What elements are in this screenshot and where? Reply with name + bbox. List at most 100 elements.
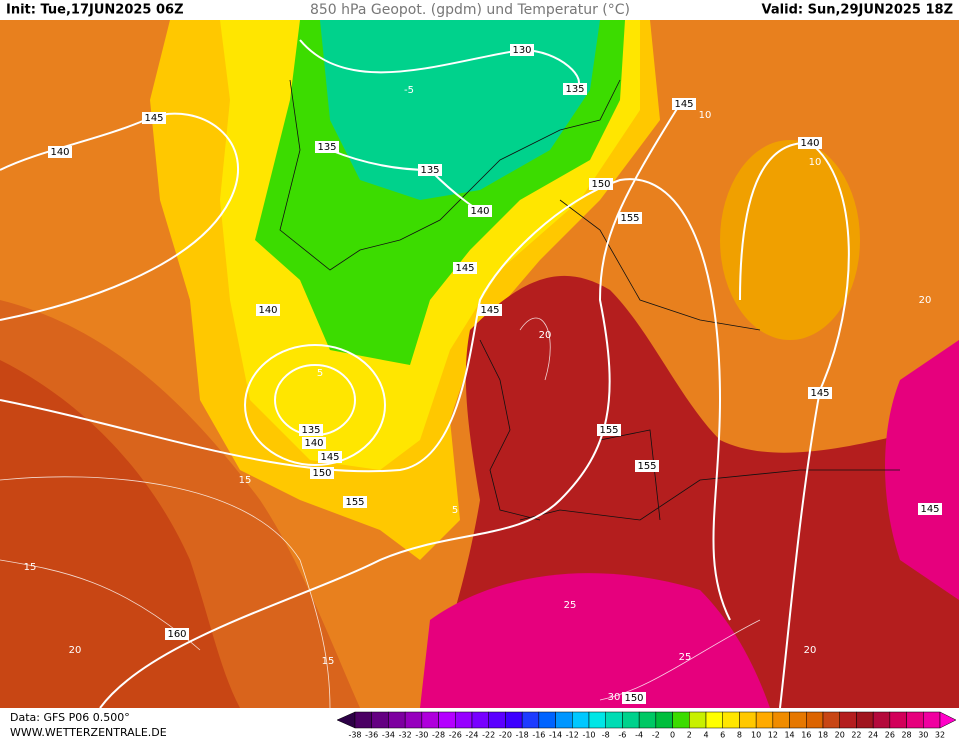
init-time: Init: Tue,17JUN2025 06Z <box>6 3 184 18</box>
scale-label: 32 <box>935 731 945 740</box>
scale-swatch <box>388 711 406 729</box>
scale-swatch <box>705 711 723 729</box>
label-box <box>563 83 587 95</box>
scale-swatch <box>404 711 423 729</box>
temperature-label: 30 <box>608 692 621 703</box>
map <box>0 20 959 709</box>
scale-swatch <box>906 711 924 729</box>
geopotential-label: 155 <box>620 213 639 224</box>
scale-label: -20 <box>499 731 512 740</box>
label-box <box>468 205 492 217</box>
geopotential-label: 160 <box>167 629 186 640</box>
label-box <box>798 137 822 149</box>
temperature-label: 10 <box>809 157 822 168</box>
scale-swatch <box>471 711 489 729</box>
scale-label: -22 <box>482 731 495 740</box>
scale-label: 30 <box>918 731 928 740</box>
label-box <box>315 141 339 153</box>
scale-label: -12 <box>566 731 579 740</box>
scale-label: -10 <box>582 731 595 740</box>
scale-swatch <box>605 711 623 729</box>
geopotential-contour <box>0 112 239 321</box>
scale-label: -24 <box>465 731 478 740</box>
scale-swatch <box>438 711 456 729</box>
scale-label: 26 <box>885 731 895 740</box>
geopotential-label: 145 <box>810 388 829 399</box>
scale-label: -38 <box>348 731 361 740</box>
label-box <box>597 424 621 436</box>
geopotential-label: 130 <box>512 45 531 56</box>
scale-label: 14 <box>784 731 794 740</box>
scale-swatch <box>538 711 556 729</box>
scale-swatch <box>622 711 640 729</box>
scale-swatch <box>505 711 523 729</box>
scale-label: 12 <box>768 731 778 740</box>
temperature-label: 15 <box>24 562 37 573</box>
scale-swatch <box>856 711 874 729</box>
valid-time: Valid: Sun,29JUN2025 18Z <box>762 3 953 18</box>
scale-swatch <box>572 711 590 729</box>
label-box <box>672 98 696 110</box>
label-box <box>343 496 367 508</box>
geopotential-label: 145 <box>480 305 499 316</box>
geopotential-label: 145 <box>320 452 339 463</box>
geopotential-label: 140 <box>258 305 277 316</box>
temperature-area <box>885 340 959 600</box>
label-box <box>478 304 502 316</box>
geopotential-contour <box>99 103 681 709</box>
scale-label: 0 <box>670 731 675 740</box>
scale-swatch <box>488 711 506 729</box>
geopotential-label: 155 <box>637 461 656 472</box>
scale-label: -28 <box>432 731 445 740</box>
temperature-label: 20 <box>804 645 817 656</box>
coastline <box>279 79 900 521</box>
scale-label: -18 <box>516 731 529 740</box>
scale-label: 6 <box>720 731 725 740</box>
label-box <box>165 628 189 640</box>
geopotential-contour <box>244 344 386 466</box>
temperature-label: 10 <box>699 110 712 121</box>
scale-swatch <box>421 711 439 729</box>
scale-swatch <box>672 711 690 729</box>
geopotential-label: 140 <box>304 438 323 449</box>
label-box <box>589 178 613 190</box>
scale-swatch <box>839 711 857 729</box>
temperature-area <box>320 20 600 200</box>
geopotential-label: 135 <box>565 84 584 95</box>
geopotential-label: 155 <box>345 497 364 508</box>
label-box <box>299 424 323 436</box>
map-title: 850 hPa Geopot. (gpdm) und Temperatur (°… <box>310 2 630 18</box>
scale-label: 2 <box>687 731 692 740</box>
scale-swatch <box>806 711 824 729</box>
label-box <box>310 467 334 479</box>
temperature-label: 5 <box>452 505 458 516</box>
scale-swatch <box>739 711 757 729</box>
temperature-labels: -5 5 15 20 25 30 10 15 20 15 25 20 5 10 20 <box>24 85 932 703</box>
temperature-label: 5 <box>317 368 323 379</box>
scale-swatch <box>822 711 840 729</box>
scale-label: 28 <box>901 731 911 740</box>
label-box <box>418 164 442 176</box>
scale-label: -36 <box>365 731 378 740</box>
temperature-label: -5 <box>404 85 414 96</box>
scale-label: -4 <box>635 731 643 740</box>
scale-swatch <box>923 711 941 729</box>
label-box <box>302 437 326 449</box>
color-scale: -38 -36 -34 -32 -30 -28 -26 -24 -22 -20 -18 -16 -14-… <box>336 711 957 740</box>
scale-label: -16 <box>532 731 545 740</box>
scale-swatch <box>354 711 372 729</box>
geopotential-label: 145 <box>920 504 939 515</box>
scale-label: 18 <box>818 731 828 740</box>
scale-swatch <box>789 711 807 729</box>
geopotential-label: 135 <box>420 165 439 176</box>
label-box <box>453 262 477 274</box>
label-box <box>48 146 72 158</box>
scale-label: 20 <box>835 731 845 740</box>
temperature-label: 20 <box>539 330 552 341</box>
geopotential-label: 145 <box>674 99 693 110</box>
scale-swatch <box>772 711 790 729</box>
geopotential-label: 140 <box>50 147 69 158</box>
